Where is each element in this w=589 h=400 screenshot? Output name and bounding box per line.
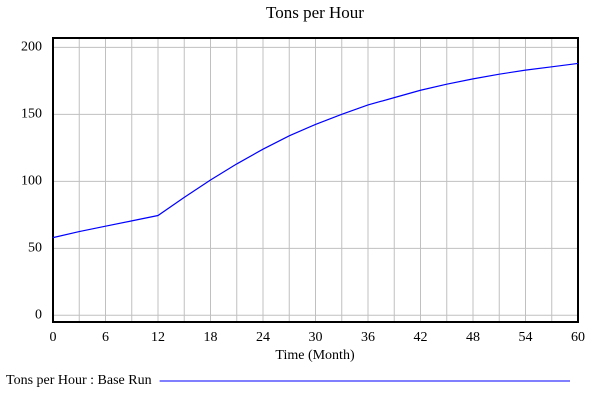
x-tick-label: 42 <box>414 330 428 345</box>
data-line <box>52 62 579 239</box>
x-axis-label: Time (Month) <box>275 348 355 363</box>
legend-label: Tons per Hour : Base Run <box>6 373 152 388</box>
x-tick-label: 18 <box>204 330 218 345</box>
x-tick-label: 60 <box>571 330 585 345</box>
x-tick-label: 48 <box>466 330 480 345</box>
x-tick-label: 54 <box>519 330 533 345</box>
plot-frame <box>52 37 579 323</box>
y-tick-label: 150 <box>21 107 42 122</box>
y-tick-label: 50 <box>28 241 42 256</box>
x-tick-label: 36 <box>361 330 375 345</box>
x-tick-label: 30 <box>309 330 323 345</box>
x-tick-label: 6 <box>102 330 109 345</box>
y-tick-label: 100 <box>21 174 42 189</box>
x-tick-label: 0 <box>50 330 57 345</box>
x-tick-label: 12 <box>151 330 165 345</box>
y-tick-label: 200 <box>21 40 42 55</box>
y-tick-label: 0 <box>35 308 42 323</box>
chart-title: Tons per Hour <box>266 3 364 22</box>
x-tick-label: 24 <box>256 330 270 345</box>
